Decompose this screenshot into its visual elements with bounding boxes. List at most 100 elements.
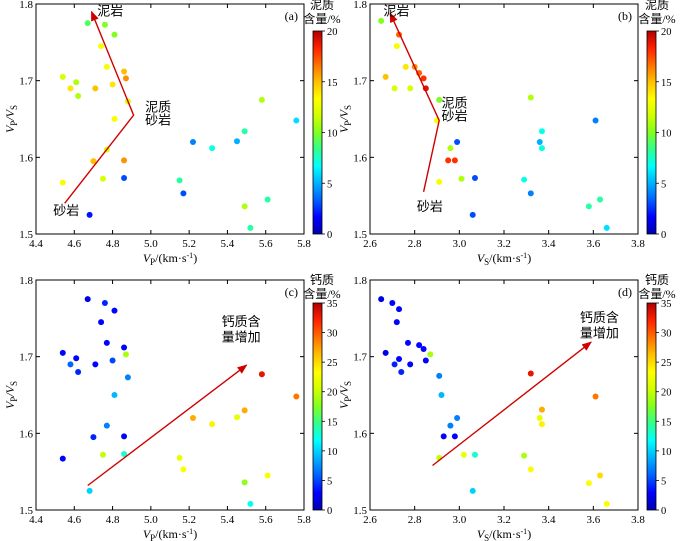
data-point bbox=[258, 96, 265, 103]
data-point bbox=[382, 73, 389, 80]
panel-c: 4.4 4.6 4.8 5.0 5.2 5.4 5.6 5.8 1.5 1.6 1.7 1.8 VP/(… bbox=[3, 273, 341, 541]
x-tick-label: 5.8 bbox=[297, 238, 311, 250]
data-point bbox=[67, 85, 74, 92]
x-tick-label: 3.8 bbox=[631, 238, 645, 250]
data-point bbox=[398, 369, 405, 375]
colorbar-title-line2: 含量/% bbox=[638, 286, 675, 301]
data-point bbox=[597, 196, 604, 203]
colorbar-tick-label: 5 bbox=[327, 476, 332, 487]
data-point bbox=[92, 361, 99, 368]
panel-a: 4.4 4.6 4.8 5.0 5.2 5.4 5.6 5.8 1.5 1.6 1.7 1.8 VP/(… bbox=[3, 0, 341, 267]
y-tick-label: 1.8 bbox=[19, 275, 33, 287]
x-tick-label: 3.8 bbox=[631, 514, 645, 526]
data-point bbox=[389, 300, 396, 306]
data-point bbox=[378, 296, 385, 303]
data-point bbox=[90, 158, 97, 165]
trend-arrow bbox=[87, 364, 248, 487]
y-tick-label: 1.5 bbox=[19, 505, 33, 517]
data-point bbox=[536, 415, 543, 421]
y-axis-label: VP/VS bbox=[337, 105, 353, 133]
panel-label: (a) bbox=[285, 9, 298, 23]
x-tick-label: 4.4 bbox=[29, 238, 43, 250]
data-point bbox=[241, 407, 248, 414]
data-point bbox=[391, 85, 398, 92]
data-point bbox=[98, 43, 105, 50]
data-point bbox=[521, 452, 528, 459]
data-point bbox=[585, 480, 592, 487]
data-point bbox=[121, 344, 128, 351]
x-tick-label: 4.8 bbox=[106, 238, 120, 250]
colorbar-tick-label: 20 bbox=[661, 27, 672, 38]
data-point bbox=[103, 339, 110, 346]
data-point bbox=[75, 369, 82, 375]
x-tick-label: 4.8 bbox=[106, 514, 120, 526]
data-point bbox=[67, 361, 74, 368]
data-point bbox=[264, 472, 271, 479]
colorbar-tick-label: 10 bbox=[661, 447, 672, 458]
data-point bbox=[592, 393, 599, 400]
data-point bbox=[592, 117, 599, 124]
colorbar-tick-label: 20 bbox=[327, 388, 338, 399]
colorbar-tick-label: 0 bbox=[327, 506, 332, 517]
y-tick-label: 1.5 bbox=[353, 229, 367, 241]
colorbar-tick-label: 10 bbox=[327, 447, 338, 458]
colorbar-tick-label: 20 bbox=[327, 27, 338, 38]
data-point bbox=[176, 454, 183, 461]
data-point bbox=[209, 421, 216, 428]
data-point bbox=[378, 17, 385, 24]
data-point bbox=[402, 63, 409, 70]
annotation-text: 泥质 bbox=[441, 96, 467, 111]
data-point bbox=[527, 190, 534, 197]
data-point bbox=[111, 116, 118, 122]
colorbar-tick-label: 0 bbox=[661, 230, 666, 241]
data-point bbox=[293, 393, 300, 400]
data-point bbox=[241, 203, 248, 210]
data-point bbox=[460, 451, 467, 458]
data-point bbox=[471, 451, 478, 458]
data-point bbox=[382, 349, 389, 356]
data-point bbox=[447, 422, 454, 429]
colorbar-title-line1: 钙质 bbox=[645, 273, 669, 287]
data-point bbox=[176, 177, 183, 184]
y-tick-label: 1.7 bbox=[19, 352, 33, 364]
x-axis-label: VP/(km·s-1) bbox=[143, 527, 197, 541]
x-tick-label: 4.6 bbox=[67, 514, 81, 526]
y-tick-label: 1.7 bbox=[353, 352, 367, 364]
colorbar-tick-label: 30 bbox=[661, 329, 672, 340]
colorbar-title-line1: 泥质 bbox=[310, 0, 334, 12]
data-point bbox=[404, 339, 411, 346]
colorbar-tick-label: 15 bbox=[327, 417, 338, 428]
x-tick-label: 5.0 bbox=[144, 238, 158, 250]
colorbar bbox=[646, 302, 657, 511]
colorbar-title-line1: 钙质 bbox=[310, 273, 334, 287]
data-point bbox=[469, 487, 476, 494]
annotation-text: 量增加 bbox=[222, 329, 261, 344]
colorbar bbox=[312, 302, 323, 511]
y-axis-label: VP/VS bbox=[3, 381, 19, 409]
data-point bbox=[111, 392, 118, 398]
data-point bbox=[59, 349, 66, 356]
x-tick-label: 3.2 bbox=[497, 238, 511, 250]
data-point bbox=[585, 203, 592, 210]
data-point bbox=[407, 85, 414, 92]
colorbar-tick-label: 15 bbox=[327, 78, 338, 89]
data-point bbox=[454, 415, 461, 421]
data-point bbox=[103, 63, 110, 70]
data-point bbox=[447, 145, 454, 152]
x-tick-label: 4.6 bbox=[67, 238, 81, 250]
x-axis-label: VS/(km·s-1) bbox=[477, 251, 531, 267]
colorbar-tick-label: 25 bbox=[327, 358, 338, 369]
data-point bbox=[521, 176, 528, 183]
data-point bbox=[86, 487, 93, 494]
data-point bbox=[121, 157, 128, 164]
data-point bbox=[527, 466, 534, 473]
colorbar-tick-label: 0 bbox=[327, 230, 332, 241]
data-point bbox=[422, 357, 429, 364]
x-tick-label: 3.4 bbox=[542, 514, 556, 526]
plot-frame bbox=[35, 279, 305, 511]
x-tick-label: 5.6 bbox=[259, 238, 273, 250]
data-point bbox=[396, 355, 403, 362]
x-axis-label: VP/(km·s-1) bbox=[143, 251, 197, 267]
colorbar-title-line1: 泥质 bbox=[645, 0, 669, 12]
